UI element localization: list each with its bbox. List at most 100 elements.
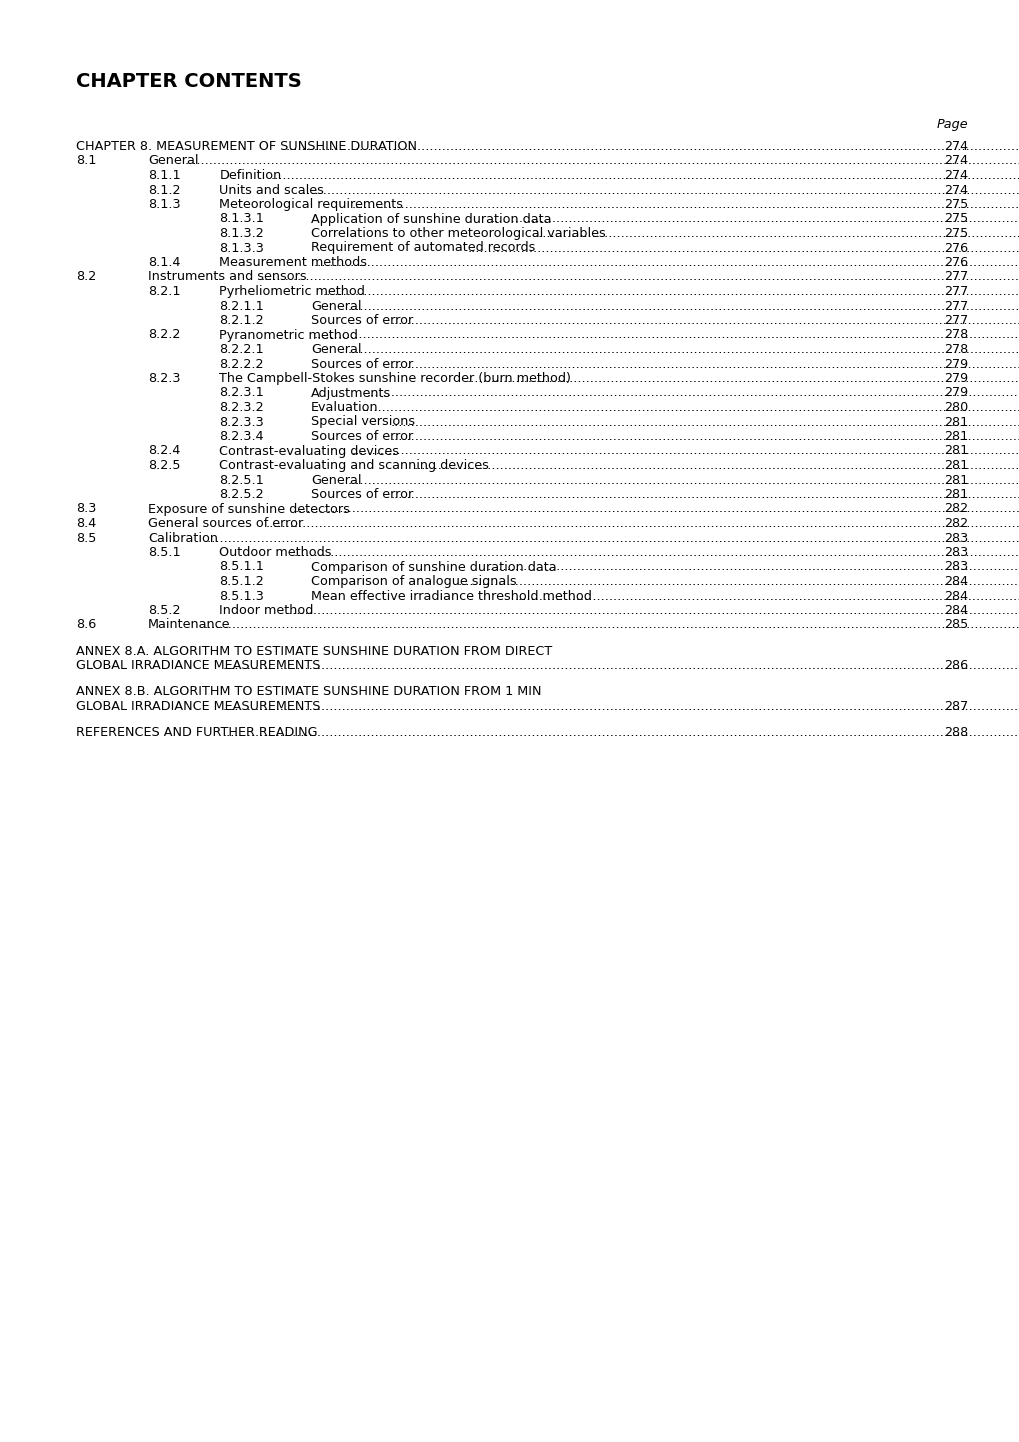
- Text: 8.2.3: 8.2.3: [148, 372, 180, 385]
- Text: 8.2: 8.2: [76, 271, 97, 284]
- Text: General: General: [148, 154, 199, 167]
- Text: Page: Page: [935, 118, 967, 131]
- Text: 276: 276: [943, 257, 967, 270]
- Text: 8.1.3.1: 8.1.3.1: [219, 212, 264, 225]
- Text: 286: 286: [943, 659, 967, 672]
- Text: 284: 284: [943, 575, 967, 588]
- Text: 281: 281: [943, 430, 967, 443]
- Text: Pyrheliometric method: Pyrheliometric method: [219, 286, 365, 298]
- Text: GLOBAL IRRADIANCE MEASUREMENTS: GLOBAL IRRADIANCE MEASUREMENTS: [76, 659, 320, 672]
- Text: 8.5.1.1: 8.5.1.1: [219, 561, 264, 574]
- Text: ................................................................................: ........................................…: [466, 372, 1019, 385]
- Text: 8.2.1.1: 8.2.1.1: [219, 300, 264, 313]
- Text: ................................................................................: ........................................…: [222, 725, 1019, 738]
- Text: 288: 288: [943, 725, 967, 738]
- Text: 281: 281: [943, 487, 967, 500]
- Text: ................................................................................: ........................................…: [347, 300, 1019, 313]
- Text: ................................................................................: ........................................…: [313, 329, 1019, 342]
- Text: 284: 284: [943, 590, 967, 603]
- Text: 274: 274: [943, 140, 967, 153]
- Text: 275: 275: [943, 226, 967, 239]
- Text: 278: 278: [943, 343, 967, 356]
- Text: 274: 274: [943, 154, 967, 167]
- Text: 281: 281: [943, 415, 967, 428]
- Text: 279: 279: [943, 358, 967, 371]
- Text: ................................................................................: ........................................…: [347, 473, 1019, 486]
- Text: 8.2.1: 8.2.1: [148, 286, 180, 298]
- Text: General: General: [311, 343, 362, 356]
- Text: ANNEX 8.A. ALGORITHM TO ESTIMATE SUNSHINE DURATION FROM DIRECT: ANNEX 8.A. ALGORITHM TO ESTIMATE SUNSHIN…: [76, 645, 551, 658]
- Text: 8.1.1: 8.1.1: [148, 169, 180, 182]
- Text: Pyranometric method: Pyranometric method: [219, 329, 358, 342]
- Text: Outdoor methods: Outdoor methods: [219, 547, 331, 559]
- Text: 8.2.3.4: 8.2.3.4: [219, 430, 264, 443]
- Text: Application of sunshine duration data: Application of sunshine duration data: [311, 212, 551, 225]
- Text: 8.6: 8.6: [76, 619, 97, 632]
- Text: REFERENCES AND FURTHER READING: REFERENCES AND FURTHER READING: [76, 725, 317, 738]
- Text: ................................................................................: ........................................…: [458, 575, 1019, 588]
- Text: ................................................................................: ........................................…: [362, 401, 1019, 414]
- Text: Comparison of analogue signals: Comparison of analogue signals: [311, 575, 517, 588]
- Text: ................................................................................: ........................................…: [293, 547, 1019, 559]
- Text: Instruments and sensors: Instruments and sensors: [148, 271, 307, 284]
- Text: ................................................................................: ........................................…: [390, 314, 1019, 327]
- Text: ................................................................................: ........................................…: [390, 415, 1019, 428]
- Text: Maintenance: Maintenance: [148, 619, 230, 632]
- Text: 275: 275: [943, 198, 967, 211]
- Text: Contrast-evaluating and scanning devices: Contrast-evaluating and scanning devices: [219, 459, 489, 472]
- Text: Sources of error: Sources of error: [311, 358, 413, 371]
- Text: 8.2.1.2: 8.2.1.2: [219, 314, 264, 327]
- Text: ................................................................................: ........................................…: [222, 659, 1019, 672]
- Text: General: General: [311, 300, 362, 313]
- Text: 8.2.2.2: 8.2.2.2: [219, 358, 264, 371]
- Text: 8.2.3.3: 8.2.3.3: [219, 415, 264, 428]
- Text: ................................................................................: ........................................…: [285, 140, 1019, 153]
- Text: 8.5.2: 8.5.2: [148, 604, 180, 617]
- Text: Measurement methods: Measurement methods: [219, 257, 367, 270]
- Text: ................................................................................: ........................................…: [222, 699, 1019, 712]
- Text: 8.2.5.1: 8.2.5.1: [219, 473, 264, 486]
- Text: ................................................................................: ........................................…: [266, 518, 1019, 531]
- Text: 279: 279: [943, 386, 967, 399]
- Text: 8.1.3.2: 8.1.3.2: [219, 226, 264, 239]
- Text: Adjustments: Adjustments: [311, 386, 391, 399]
- Text: Sources of error: Sources of error: [311, 430, 413, 443]
- Text: 276: 276: [943, 241, 967, 254]
- Text: Calibration: Calibration: [148, 532, 218, 545]
- Text: ................................................................................: ........................................…: [367, 386, 1019, 399]
- Text: The Campbell-Stokes sunshine recorder (burn method): The Campbell-Stokes sunshine recorder (b…: [219, 372, 571, 385]
- Text: 8.1.3.3: 8.1.3.3: [219, 241, 264, 254]
- Text: 279: 279: [943, 372, 967, 385]
- Text: 283: 283: [943, 532, 967, 545]
- Text: 281: 281: [943, 444, 967, 457]
- Text: ................................................................................: ........................................…: [352, 444, 1019, 457]
- Text: Comparison of sunshine duration data: Comparison of sunshine duration data: [311, 561, 556, 574]
- Text: 282: 282: [943, 518, 967, 531]
- Text: Meteorological requirements: Meteorological requirements: [219, 198, 403, 211]
- Text: ................................................................................: ........................................…: [490, 212, 1019, 225]
- Text: CHAPTER CONTENTS: CHAPTER CONTENTS: [76, 72, 302, 91]
- Text: Exposure of sunshine detectors: Exposure of sunshine detectors: [148, 502, 350, 515]
- Text: General: General: [311, 473, 362, 486]
- Text: 8.1: 8.1: [76, 154, 97, 167]
- Text: 8.1.4: 8.1.4: [148, 257, 180, 270]
- Text: 8.2.4: 8.2.4: [148, 444, 180, 457]
- Text: 8.2.3.2: 8.2.3.2: [219, 401, 264, 414]
- Text: ................................................................................: ........................................…: [204, 619, 1019, 632]
- Text: 274: 274: [943, 183, 967, 196]
- Text: ................................................................................: ........................................…: [390, 430, 1019, 443]
- Text: ................................................................................: ........................................…: [414, 459, 1019, 472]
- Text: 284: 284: [943, 604, 967, 617]
- Text: ANNEX 8.B. ALGORITHM TO ESTIMATE SUNSHINE DURATION FROM 1 MIN: ANNEX 8.B. ALGORITHM TO ESTIMATE SUNSHIN…: [76, 685, 541, 698]
- Text: ................................................................................: ........................................…: [270, 169, 1019, 182]
- Text: 8.2.2.1: 8.2.2.1: [219, 343, 264, 356]
- Text: ................................................................................: ........................................…: [184, 154, 1019, 167]
- Text: ................................................................................: ........................................…: [204, 532, 1019, 545]
- Text: ................................................................................: ........................................…: [294, 502, 1019, 515]
- Text: 287: 287: [943, 699, 967, 712]
- Text: 281: 281: [943, 473, 967, 486]
- Text: ................................................................................: ........................................…: [261, 271, 1019, 284]
- Text: ................................................................................: ........................................…: [467, 241, 1019, 254]
- Text: ................................................................................: ........................................…: [313, 257, 1019, 270]
- Text: General sources of error: General sources of error: [148, 518, 303, 531]
